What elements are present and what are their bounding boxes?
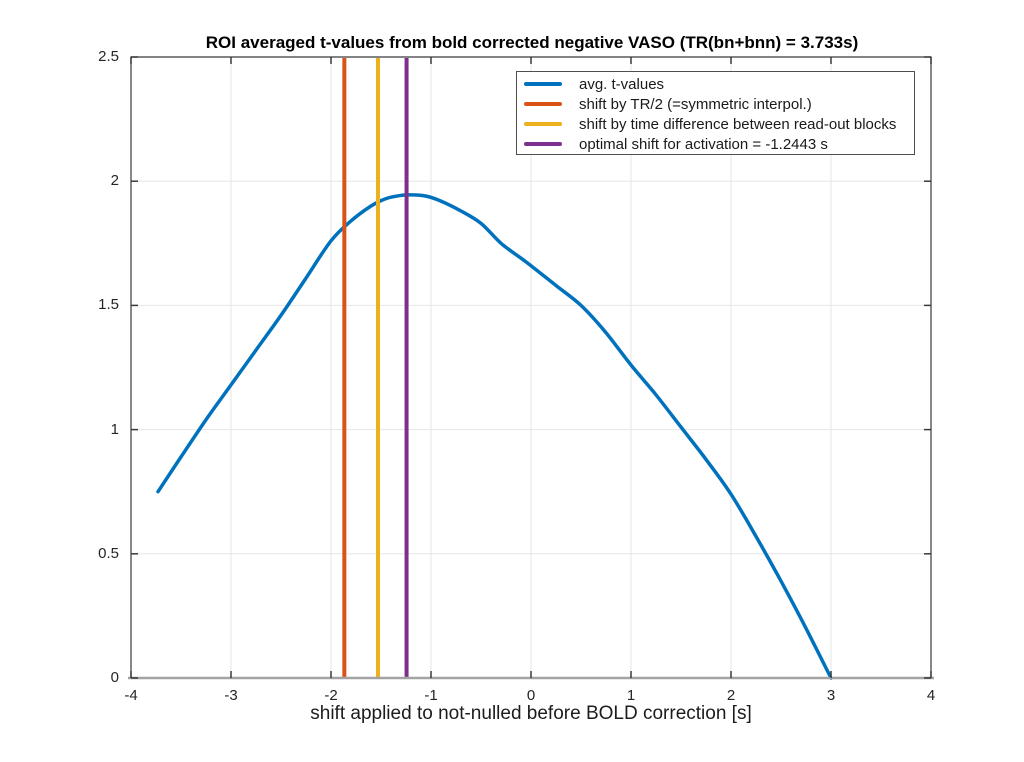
legend-line-sample [524, 82, 562, 86]
x-tick-label: 4 [926, 687, 936, 704]
legend: avg. t-values shift by TR/2 (=symmetric i… [516, 71, 915, 155]
chart-title: ROI averaged t-values from bold correcte… [205, 33, 859, 52]
y-tick-label: 0 [110, 669, 119, 686]
x-tick-label: -2 [324, 687, 338, 704]
y-tick-label: 1.5 [98, 296, 119, 314]
x-tick-label: 1 [626, 687, 636, 704]
y-tick-label: 2 [110, 172, 119, 190]
x-tick-label: -3 [224, 687, 238, 704]
x-tick-label: 3 [826, 687, 836, 704]
x-tick-label: -4 [124, 687, 138, 704]
legend-label: optimal shift for activation = -1.2443 s [579, 135, 828, 153]
legend-line-sample [524, 142, 562, 146]
legend-item-3: optimal shift for activation = -1.2443 s [517, 134, 914, 154]
legend-label: avg. t-values [579, 75, 665, 93]
legend-item-1: shift by TR/2 (=symmetric interpol.) [517, 94, 914, 114]
y-tick-label: 2.5 [98, 48, 119, 65]
legend-label: shift by time difference between read-ou… [579, 115, 897, 133]
avg-t-values-curve [156, 193, 833, 680]
y-tick-label: 1 [110, 420, 119, 438]
x-axis-label: shift applied to not-nulled before BOLD … [310, 703, 752, 724]
legend-line-sample [524, 102, 562, 106]
x-tick-label: 2 [726, 687, 736, 704]
legend-label: shift by TR/2 (=symmetric interpol.) [579, 95, 812, 113]
legend-line-sample [524, 122, 562, 126]
y-tick-label: 0.5 [98, 544, 119, 562]
legend-item-0: avg. t-values [517, 74, 914, 94]
legend-item-2: shift by time difference between read-ou… [517, 114, 914, 134]
x-tick-label: -1 [424, 687, 438, 704]
x-tick-label: 0 [526, 687, 536, 704]
